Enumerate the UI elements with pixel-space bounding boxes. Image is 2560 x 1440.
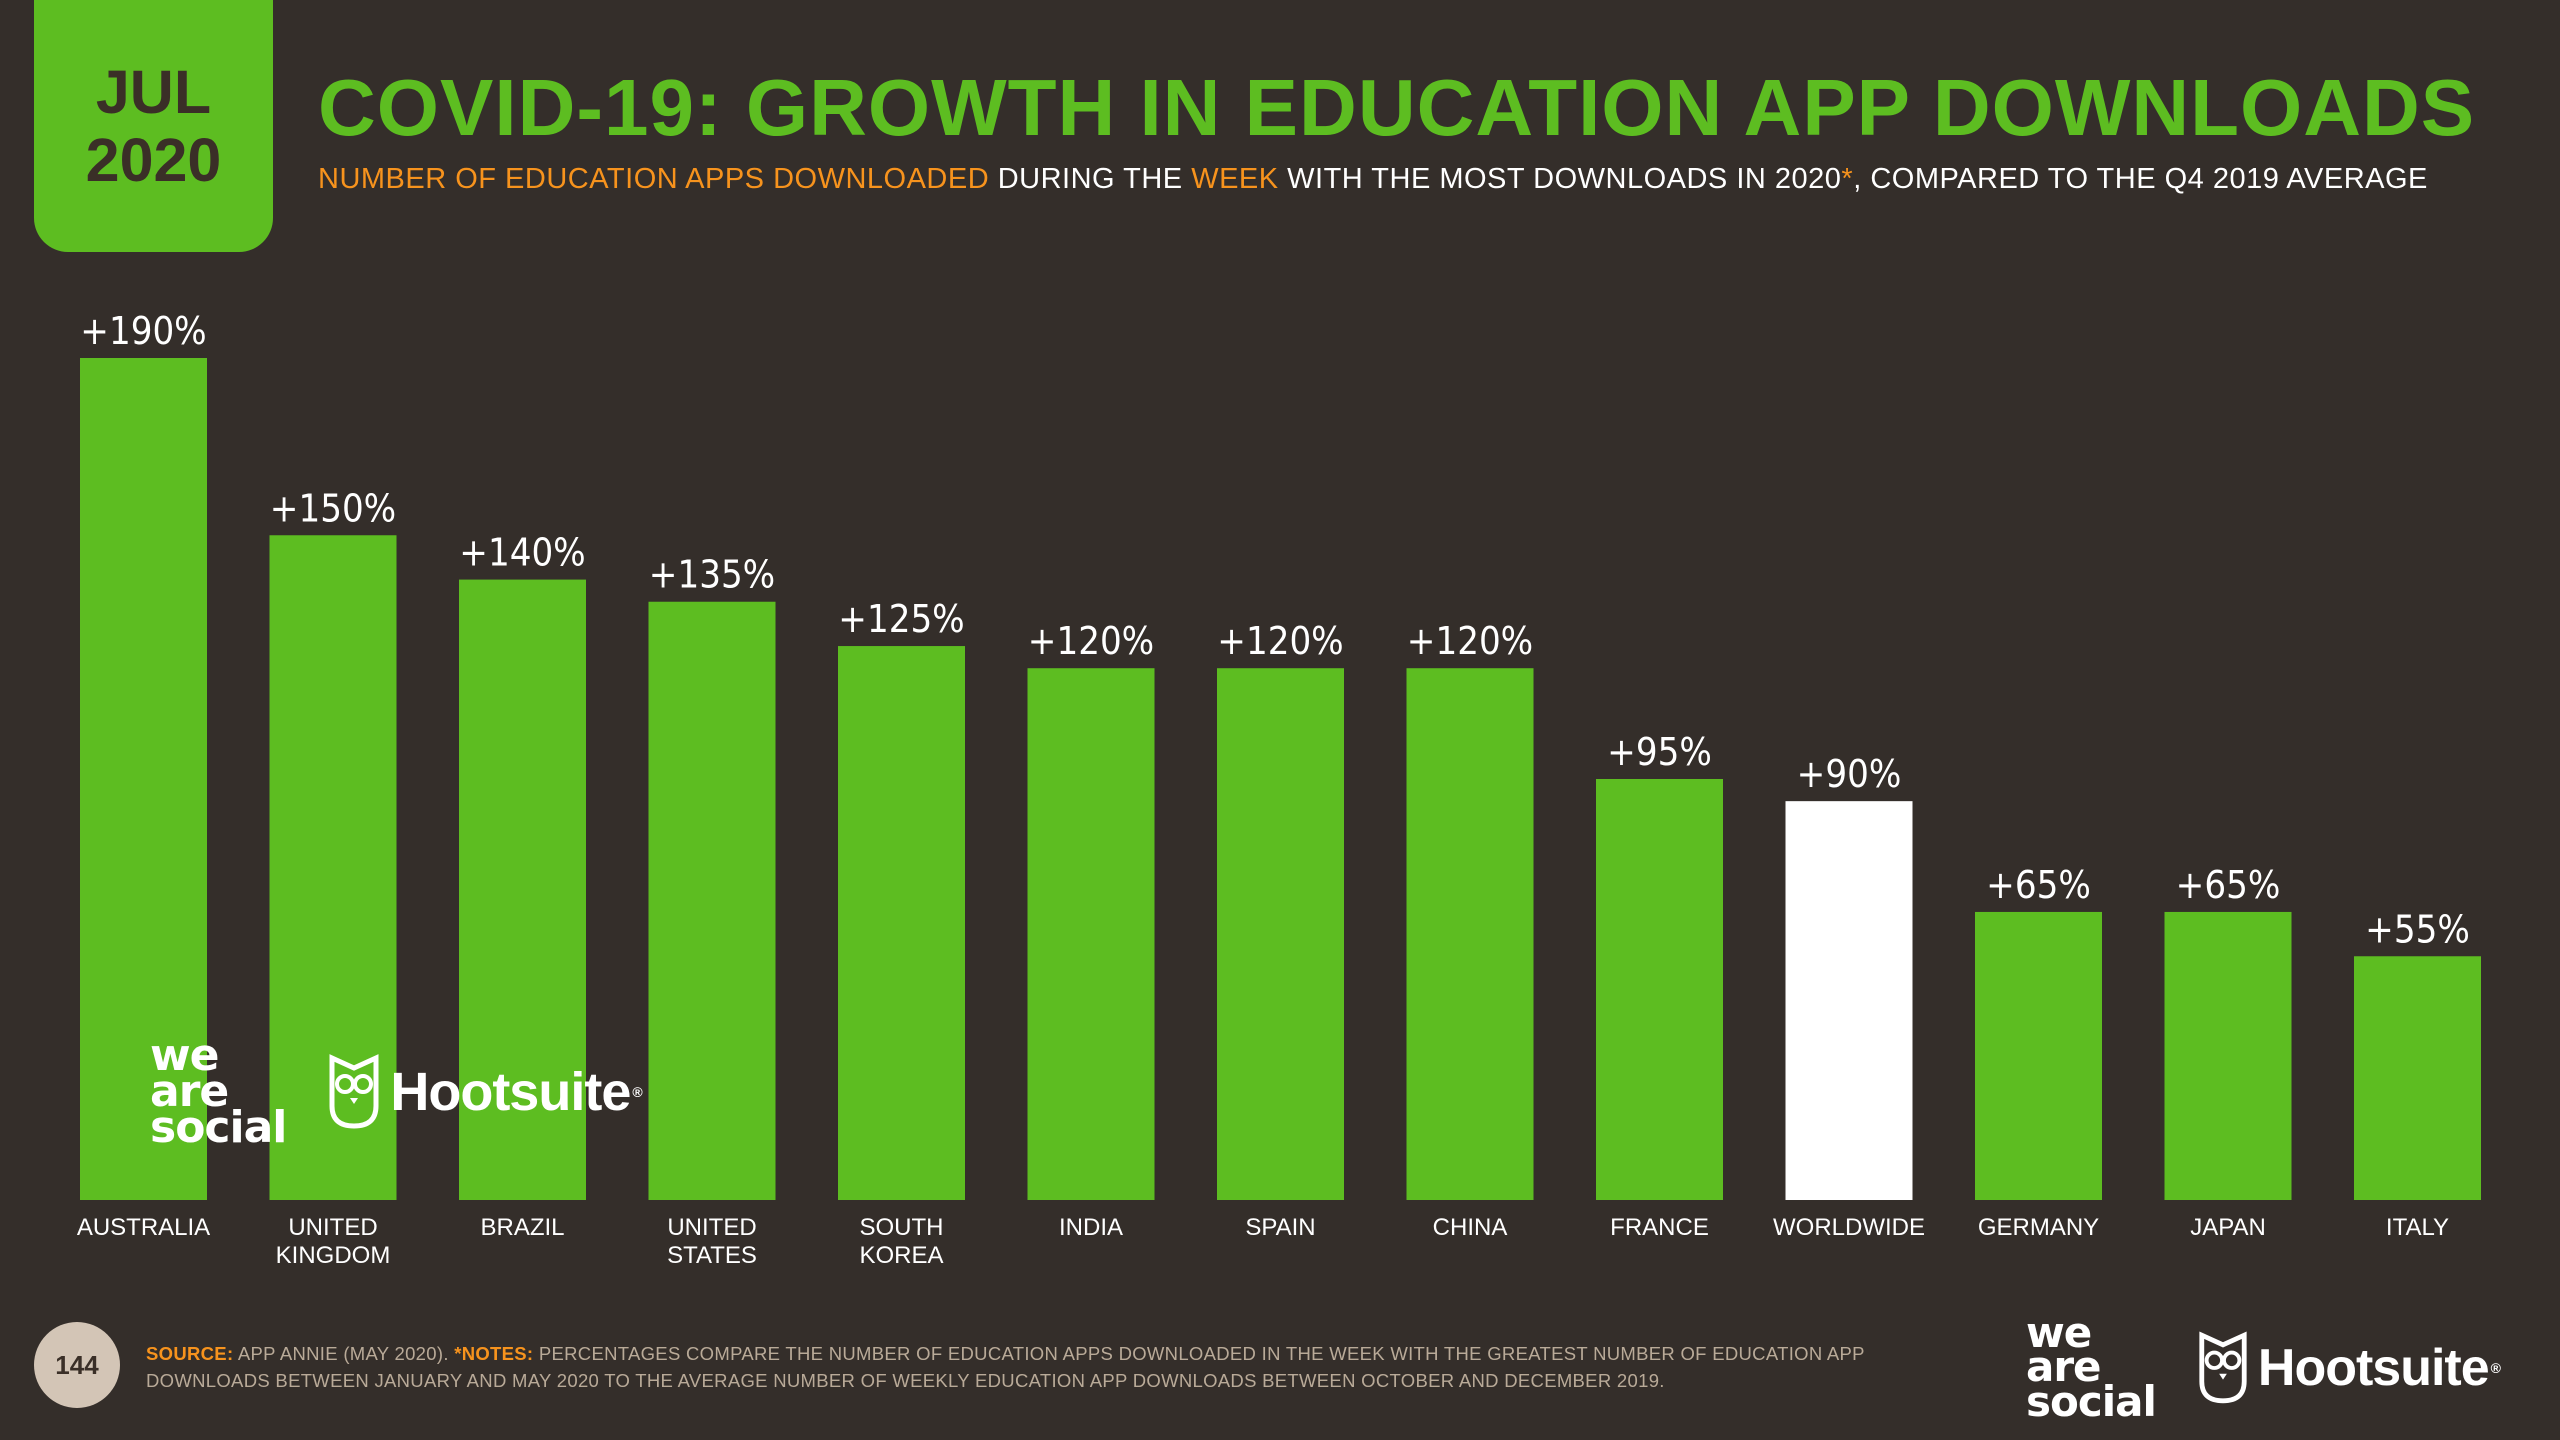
category-label: STATES <box>667 1242 757 1269</box>
category-label: UNITED <box>288 1214 377 1241</box>
notes-text: PERCENTAGES COMPARE THE NUMBER OF EDUCAT… <box>146 1343 1865 1391</box>
bar <box>648 601 776 1200</box>
notes-label: *NOTES: <box>454 1343 534 1364</box>
category-label: SPAIN <box>1245 1214 1315 1241</box>
footer-branding: we are social Hootsuite ® <box>2026 1308 2501 1426</box>
hootsuite-wordmark: Hootsuite <box>390 1062 631 1123</box>
data-label: +140% <box>459 531 585 575</box>
logo-line-we: we <box>150 1030 220 1081</box>
owl-icon <box>329 1054 379 1129</box>
source-text: APP ANNIE (MAY 2020). <box>233 1343 455 1364</box>
category-label: ITALY <box>2386 1214 2449 1241</box>
data-label: +150% <box>270 486 396 530</box>
category-label: KOREA <box>859 1242 943 1269</box>
category-label: INDIA <box>1059 1214 1123 1241</box>
subtitle-asterisk: * <box>1841 163 1854 195</box>
data-label: +120% <box>1407 619 1533 663</box>
subtitle-text-3: , COMPARED TO THE Q4 2019 AVERAGE <box>1853 163 2428 195</box>
bar <box>1027 668 1155 1200</box>
footer-we-are-social-logo: we are social <box>2026 1308 2157 1426</box>
footer-logo-line-we: we <box>2026 1308 2092 1357</box>
bar <box>838 646 965 1200</box>
data-label: +65% <box>2176 863 2281 907</box>
subtitle-text-2: WITH THE MOST DOWNLOADS IN 2020 <box>1278 163 1842 195</box>
chart-branding: we are social Hootsuite ® <box>150 1030 643 1154</box>
subtitle-highlight-2: WEEK <box>1191 163 1279 195</box>
data-label: +55% <box>2365 907 2470 951</box>
registered-mark: ® <box>632 1084 643 1101</box>
logo-line-are: are <box>150 1066 229 1118</box>
category-label: SOUTH <box>860 1214 944 1241</box>
date-year: 2020 <box>85 126 222 194</box>
category-label: UNITED <box>667 1214 756 1241</box>
data-label: +120% <box>1217 619 1343 663</box>
bar <box>459 579 586 1200</box>
logo-line-social: social <box>150 1102 287 1154</box>
data-label: +135% <box>649 553 775 597</box>
bar <box>1785 801 1913 1200</box>
category-label: GERMANY <box>1978 1214 2099 1241</box>
data-label: +125% <box>838 597 964 641</box>
data-label: +95% <box>1607 730 1712 774</box>
page-number: 144 <box>34 1322 120 1408</box>
data-label: +90% <box>1797 752 1902 796</box>
category-label: BRAZIL <box>480 1214 564 1241</box>
category-label: AUSTRALIA <box>77 1214 210 1241</box>
bar <box>1975 911 2102 1200</box>
bar <box>80 358 207 1200</box>
date-month: JUL <box>95 57 212 126</box>
footer-hootsuite-wordmark: Hootsuite <box>2257 1338 2490 1397</box>
data-label: +65% <box>1986 863 2091 907</box>
data-label: +190% <box>80 309 206 353</box>
page-subtitle: NUMBER OF EDUCATION APPS DOWNLOADED DURI… <box>318 163 2428 196</box>
source-note: SOURCE: APP ANNIE (MAY 2020). *NOTES: PE… <box>146 1340 1946 1394</box>
category-label: KINGDOM <box>276 1242 391 1269</box>
bar <box>1217 668 1344 1200</box>
category-label: JAPAN <box>2190 1214 2266 1241</box>
bar <box>2354 956 2481 1200</box>
bar <box>1596 779 1723 1200</box>
subtitle-highlight-1: NUMBER OF EDUCATION APPS DOWNLOADED <box>318 163 990 195</box>
date-tab: JUL 2020 <box>34 0 273 252</box>
bar <box>1406 668 1534 1200</box>
page-title: COVID-19: GROWTH IN EDUCATION APP DOWNLO… <box>318 63 2476 152</box>
we-are-social-logo: we are social <box>150 1030 287 1154</box>
category-label: CHINA <box>1433 1214 1508 1241</box>
hootsuite-logo: Hootsuite ® <box>326 1054 643 1130</box>
bar-chart: +190%AUSTRALIA+150%UNITEDKINGDOM+140%BRA… <box>77 309 2481 1269</box>
category-label: WORLDWIDE <box>1773 1214 1925 1241</box>
category-label: FRANCE <box>1610 1214 1709 1241</box>
footer-logo-line-are: are <box>2026 1342 2102 1392</box>
footer-hootsuite-logo: Hootsuite ® <box>2196 1331 2501 1405</box>
data-label: +120% <box>1028 619 1154 663</box>
footer-logo-line-social: social <box>2026 1376 2157 1426</box>
source-label: SOURCE: <box>146 1343 234 1364</box>
footer-owl-icon <box>2199 1331 2247 1403</box>
subtitle-text-1: DURING THE <box>989 163 1192 195</box>
bar <box>2164 911 2292 1200</box>
footer-registered-mark: ® <box>2490 1359 2501 1376</box>
